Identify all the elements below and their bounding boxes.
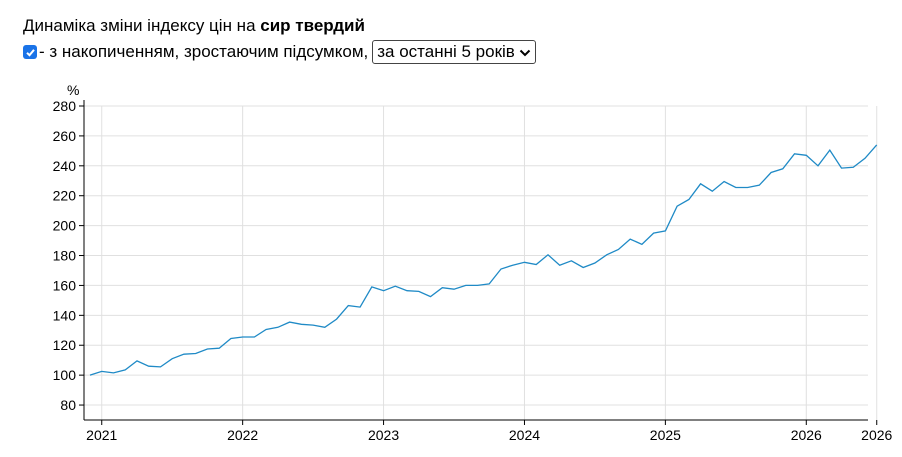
chevron-down-icon xyxy=(519,42,531,62)
x-tick-label: 2022 xyxy=(227,427,258,443)
period-select[interactable]: за останні 5 років xyxy=(372,40,536,64)
y-tick-label: 140 xyxy=(53,307,77,323)
y-tick-label: 180 xyxy=(53,248,77,264)
y-tick-label: 260 xyxy=(53,128,77,144)
x-tick-label: 2025 xyxy=(650,427,681,443)
title-product: сир твердий xyxy=(260,16,365,35)
x-tick-label: 2024 xyxy=(509,427,540,443)
grid xyxy=(84,105,878,420)
x-tick-label: 2023 xyxy=(368,427,399,443)
checkmark-icon xyxy=(25,48,35,57)
y-tick-label: 220 xyxy=(53,188,77,204)
y-tick-label: 200 xyxy=(53,218,77,234)
series-line xyxy=(89,144,878,376)
cumulative-label: - з накопиченням, зростаючим підсумком, xyxy=(39,42,369,61)
y-tick-label: 160 xyxy=(53,277,77,293)
y-tick-label: 100 xyxy=(53,367,77,383)
y-tick-label: 80 xyxy=(60,397,76,413)
y-tick-label: 280 xyxy=(53,98,77,114)
y-tick-label: 120 xyxy=(53,337,77,353)
y-tick-label: 240 xyxy=(53,158,77,174)
x-tick-label: 2026 xyxy=(861,427,892,443)
axes: 80 100 120 140 160 180 200 220 240 260 280 2021 2022… xyxy=(53,98,893,443)
title-prefix: Динаміка зміни індексу цін на xyxy=(23,16,256,35)
y-axis-label: % xyxy=(67,82,79,98)
chart-title: Динаміка зміни індексу цін на сир тверди… xyxy=(23,16,365,36)
chart-controls: - з накопиченням, зростаючим підсумком, … xyxy=(23,40,536,64)
period-select-value: за останні 5 років xyxy=(377,42,515,61)
cumulative-checkbox[interactable] xyxy=(23,45,37,59)
x-tick-label: 2021 xyxy=(86,427,117,443)
x-tick-label: 2026 xyxy=(791,427,822,443)
